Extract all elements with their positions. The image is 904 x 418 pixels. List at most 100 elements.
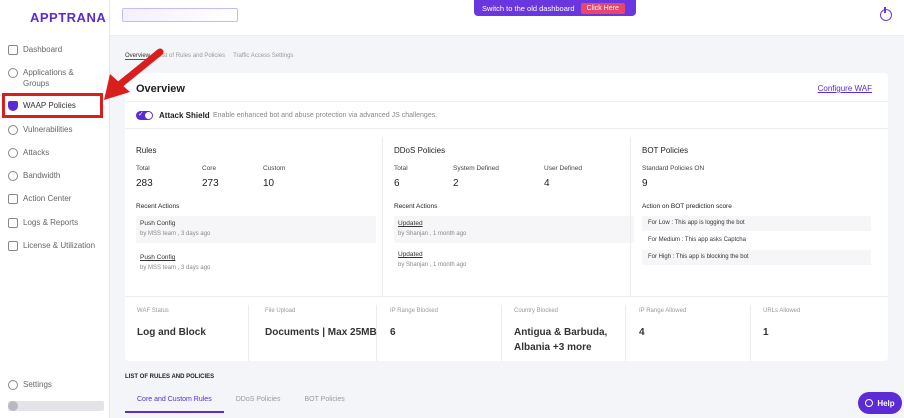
tab-ddos-policies[interactable]: DDoS Policies [235,396,281,403]
old-dashboard-text: Switch to the old dashboard [482,3,575,13]
list-item[interactable]: Updated by Shanjan , 1 month ago [394,216,634,243]
list-title: LIST OF RULES AND POLICIES [125,374,215,380]
gauge-icon [8,171,18,181]
user-profile[interactable] [8,401,104,411]
list-item[interactable]: Push Config by MSS team , 3 days ago [136,216,376,243]
sidebar: APPTRANA Dashboard Applications & Groups… [0,0,110,418]
configure-waf-link[interactable]: Configure WAF [817,84,872,93]
stat-file-upload: File Upload Documents | Max 25MB [253,305,377,361]
stat-country-blocked[interactable]: Country Blocked Antigua & Barbuda, Alban… [502,305,626,361]
tab-bot-policies[interactable]: BOT Policies [304,396,345,403]
sidebar-item-label: Applications & Groups [23,68,74,88]
bot-standard-value: 9 [642,178,648,189]
stat-ip-allowed: IP Range Allowed 4 [627,305,751,361]
bot-row-high: For High : This app is blocking the bot [642,250,871,265]
sidebar-item-label: Bandwidth [23,171,61,180]
ddos-total-label: Total [394,165,408,172]
bot-row-low: For Low : This app is logging the bot [642,216,871,231]
bot-action-label: Action on BOT prediction score [642,203,732,210]
sidebar-item-license[interactable]: License & Utilization [8,240,95,251]
tab-overview[interactable]: Overview [125,53,151,60]
attack-shield-label: Attack Shield [159,111,210,120]
overview-title: Overview [136,83,185,95]
click-here-button[interactable]: Click Here [580,2,625,14]
stat-label: Country Blocked [514,308,559,314]
list-item[interactable]: Push Config by MSS team , 3 days ago [136,250,376,277]
action-meta: by Shanjan , 1 month ago [398,231,467,237]
bug-icon [8,125,18,135]
action-meta: by MSS team , 3 days ago [140,231,211,237]
bot-title: BOT Policies [642,146,689,155]
ddos-title: DDoS Policies [394,146,446,155]
stat-waf-status: WAF Status Log and Block [125,305,249,361]
sidebar-item-action-center[interactable]: Action Center [8,193,71,204]
app-logo[interactable]: APPTRANA [30,10,107,25]
action-title: Push Config [140,220,176,227]
stat-value: 6 [390,327,396,338]
tab-core-custom-rules[interactable]: Core and Custom Rules [125,396,224,413]
sidebar-item-label: Dashboard [23,45,63,54]
sidebar-item-logs-reports[interactable]: Logs & Reports [8,217,78,228]
help-button[interactable]: Help [858,392,902,414]
help-icon [865,399,874,407]
stat-value: 1 [763,327,769,338]
list-tabs: Core and Custom Rules DDoS Policies BOT … [125,396,357,413]
app-selector[interactable] [122,8,238,22]
rules-core-label: Core [202,165,217,172]
globe-icon [8,68,18,78]
stat-value: Log and Block [137,327,206,338]
highlight-box [2,93,103,118]
sidebar-item-waap-policies[interactable]: WAAP Policies [8,100,76,111]
shield-icon [8,101,18,111]
attack-shield-description: Enable enhanced bot and abuse protection… [213,112,438,119]
sidebar-item-label: Action Center [23,194,72,203]
divider [125,128,888,129]
top-bar: Switch to the old dashboard Click Here [110,0,904,36]
power-icon[interactable] [880,7,892,21]
gear-icon [8,380,18,390]
page-tabs: Overview List of Rules and Policies Traf… [125,53,293,60]
attack-shield-toggle[interactable] [136,110,153,120]
stat-ip-blocked: IP Range Blocked 6 [378,305,502,361]
tab-traffic-access[interactable]: Traffic Access Settings [233,53,294,59]
sidebar-item-label: Attacks [23,148,50,157]
stat-value: Antigua & Barbuda, Albania +3 more [514,327,608,353]
ddos-system-value: 2 [453,178,459,189]
action-title: Updated [398,220,423,227]
sidebar-item-vulnerabilities[interactable]: Vulnerabilities [8,124,73,135]
rules-core-value: 273 [202,178,219,189]
sidebar-item-dashboard[interactable]: Dashboard [8,44,62,55]
sidebar-item-label: Logs & Reports [23,218,79,227]
ddos-system-label: System Defined [453,165,499,172]
list-item[interactable]: Updated by Shanjan , 1 month ago [394,247,634,274]
old-dashboard-banner: Switch to the old dashboard Click Here [474,0,636,16]
action-title: Updated [398,251,423,258]
divider [382,137,383,297]
card-icon [8,241,18,251]
action-title: Push Config [140,254,176,261]
rules-total-label: Total [136,165,150,172]
stat-label: File Upload [265,308,296,314]
action-meta: by MSS team , 3 days ago [140,265,211,271]
divider [125,101,888,102]
stat-label: URLs Allowed [763,308,801,314]
help-label: Help [877,398,895,408]
sidebar-item-label: License & Utilization [23,241,96,250]
rules-recent-label: Recent Actions [136,203,180,210]
rules-custom-value: 10 [263,178,275,189]
sidebar-item-bandwidth[interactable]: Bandwidth [8,170,60,181]
stat-value: 4 [639,327,645,338]
stat-label: WAF Status [137,308,169,314]
rules-custom-label: Custom [263,165,286,172]
target-icon [8,148,18,158]
tab-list-of-rules[interactable]: List of Rules and Policies [158,53,226,59]
action-meta: by Shanjan , 1 month ago [398,262,467,268]
divider [125,296,888,297]
sidebar-item-settings[interactable]: Settings [8,379,52,390]
sidebar-item-applications[interactable]: Applications & Groups [8,67,98,89]
sidebar-item-attacks[interactable]: Attacks [8,147,49,158]
sidebar-item-label: WAAP Policies [23,101,76,110]
bot-standard-label: Standard Policies ON [642,165,705,172]
rules-total-value: 283 [136,178,153,189]
stat-value: Documents | Max 25MB [265,327,377,338]
